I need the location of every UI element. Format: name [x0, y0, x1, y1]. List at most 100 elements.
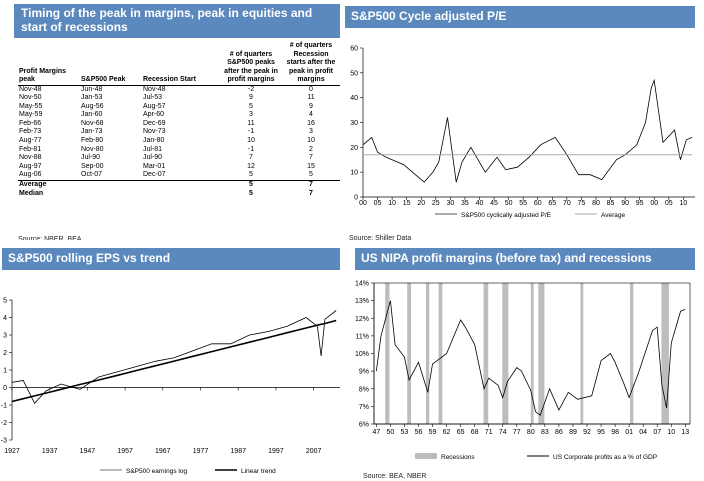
x-tick-label: 07 — [653, 429, 661, 436]
y-tick-label: 13% — [355, 298, 369, 305]
x-tick-label: 00 — [359, 200, 367, 207]
table-cell: -1 — [247, 128, 255, 136]
y-tick-label: -2 — [1, 420, 7, 427]
y-tick-label: -1 — [1, 403, 7, 410]
x-tick-label: 1947 — [80, 448, 96, 455]
table-cell: Jun-48 — [81, 85, 103, 93]
x-tick-label: 13 — [681, 429, 689, 436]
col-header-quarters-recession: # of quarters Recession starts after the… — [282, 42, 340, 86]
table-cell: 9 — [249, 94, 253, 102]
table-cell: Aug-77 — [19, 137, 42, 145]
y-tick-label: 10 — [350, 170, 358, 177]
x-tick-label: 75 — [578, 200, 586, 207]
col-header-sp500-peak: S&P500 Peak — [80, 42, 142, 86]
x-tick-label: 2007 — [306, 448, 322, 455]
table-row: Feb-66 Nov-68 Dec-69 11 16 — [18, 120, 340, 129]
table-row: Aug-97 Sep-00 Mar-01 12 15 — [18, 163, 340, 172]
table-cell: 10 — [247, 137, 255, 145]
series-line-0 — [11, 310, 337, 404]
recession-bar — [425, 283, 430, 424]
table-cell: 5 — [249, 171, 253, 179]
x-tick-label: 70 — [563, 200, 571, 207]
summary-cell: 5 — [249, 189, 253, 197]
table-cell: Dec-69 — [143, 119, 166, 127]
pe-panel: S&P500 Cycle adjusted P/E 0 10 20 30 40 50 60 0… — [345, 0, 704, 242]
y-tick-label: 7% — [359, 404, 369, 411]
x-tick-label: 1987 — [230, 448, 246, 455]
pe-chart: 0 10 20 30 40 50 60 00 05 10 15 20 25 30 35 40 45 50 55 60 6… — [350, 46, 695, 219]
table-cell: 5 — [249, 102, 253, 110]
recession-bar — [530, 283, 534, 424]
table-cell: Jan-73 — [81, 128, 103, 136]
table-row: Nov-88 Jul-90 Jul-90 7 7 — [18, 154, 340, 163]
table-cell: Jul-90 — [143, 154, 163, 162]
x-tick-label: 40 — [476, 200, 484, 207]
table-cell: Feb-81 — [19, 145, 42, 153]
recession-bar — [483, 283, 489, 424]
x-tick-label: 30 — [446, 200, 454, 207]
table-panel: Timing of the peak in margins, peak in e… — [0, 0, 344, 240]
summary-cell — [80, 190, 142, 199]
peak-timing-table: Profit Margins peak S&P500 Peak Recessio… — [18, 42, 340, 198]
x-tick-label: 1967 — [155, 448, 171, 455]
table-row: Aug-06 Oct-07 Dec-07 5 5 — [18, 171, 340, 180]
x-tick-label: 74 — [499, 429, 507, 436]
table-row: May-59 Jan-60 Apr-60 3 4 — [18, 111, 340, 120]
x-tick-label: 25 — [432, 200, 440, 207]
y-tick-label: 30 — [350, 120, 358, 127]
x-tick-label: 77 — [513, 429, 521, 436]
x-tick-label: 35 — [461, 200, 469, 207]
x-tick-label: 50 — [386, 429, 394, 436]
table-cell: Nov-48 — [143, 85, 166, 93]
table-cell: Jan-60 — [81, 111, 103, 119]
y-tick-label: 8% — [359, 386, 369, 393]
table-cell: Aug-57 — [143, 102, 166, 110]
col-header-quarters-sp500: # of quarters S&P500 peaks after the pea… — [220, 42, 282, 86]
legend-label: Average — [601, 212, 625, 219]
y-tick-label: 20 — [350, 145, 358, 152]
x-tick-label: 59 — [429, 429, 437, 436]
table-cell: Aug-06 — [19, 171, 42, 179]
table-cell: 3 — [309, 128, 313, 136]
recession-bar — [407, 283, 411, 424]
summary-cell — [80, 180, 142, 190]
table-cell: Jul-53 — [143, 94, 163, 102]
x-tick-label: 95 — [636, 200, 644, 207]
summary-cell: 5 — [220, 180, 282, 190]
x-tick-label: 05 — [665, 200, 673, 207]
recession-bar — [630, 283, 634, 424]
table-cell: Jul-81 — [143, 145, 163, 153]
x-tick-label: 53 — [401, 429, 409, 436]
table-row: Aug-77 Feb-80 Jan-80 10 10 — [18, 137, 340, 146]
table-cell: 10 — [307, 137, 315, 145]
y-tick-label: 0 — [3, 385, 7, 392]
legend-label: US Corporate profits as a % of GDP — [553, 454, 657, 461]
x-tick-label: 56 — [415, 429, 423, 436]
y-tick-label: 40 — [350, 95, 358, 102]
y-tick-label: 10% — [355, 351, 369, 358]
table-cell: 7 — [249, 154, 253, 162]
table-cell: 11 — [247, 119, 255, 127]
table-row: Feb-81 Nov-80 Jul-81 -1 2 — [18, 146, 340, 155]
x-tick-label: 80 — [592, 200, 600, 207]
x-tick-label: 65 — [457, 429, 465, 436]
col-header-recession-start: Recession Start — [142, 42, 220, 86]
x-tick-label: 1927 — [4, 448, 20, 455]
x-tick-label: 68 — [471, 429, 479, 436]
y-tick-label: 11% — [356, 333, 370, 340]
recession-bar — [538, 283, 545, 424]
series-line-1 — [11, 319, 337, 403]
x-tick-label: 80 — [527, 429, 535, 436]
eps-chart: -3 -2 -1 0 1 2 3 4 5 1927 1937 1947 1957 1967 1977 1987… — [1, 298, 340, 475]
table-cell: 5 — [309, 171, 313, 179]
recession-bar — [661, 283, 669, 424]
legend-label: Recessions — [441, 454, 475, 461]
x-tick-label: 92 — [583, 429, 591, 436]
table-cell: Apr-60 — [143, 111, 165, 119]
x-tick-label: 85 — [607, 200, 615, 207]
x-tick-label: 1957 — [117, 448, 133, 455]
table-cell: Nov-80 — [81, 145, 104, 153]
x-tick-label: 83 — [541, 429, 549, 436]
col-header-margins-peak: Profit Margins peak — [18, 42, 80, 86]
table-cell: 7 — [309, 154, 313, 162]
